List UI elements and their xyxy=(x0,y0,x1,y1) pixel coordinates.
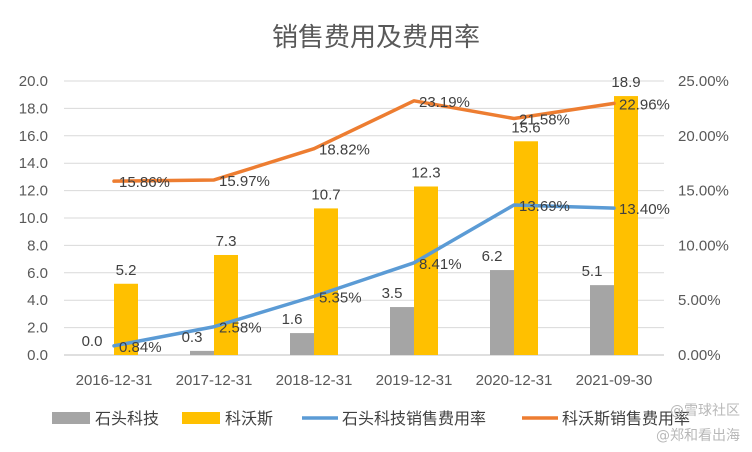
bar xyxy=(290,333,314,355)
y-left-tick-label: 10.0 xyxy=(19,210,48,227)
bar xyxy=(614,96,638,355)
bar-data-label: 3.5 xyxy=(382,285,403,302)
x-axis-ticks: 2016-12-31 2017-12-31 2018-12-31 2019-12-31… xyxy=(76,372,653,389)
y-left-tick-label: 16.0 xyxy=(19,128,48,145)
line-data-label: 21.58% xyxy=(519,111,570,128)
line-point xyxy=(212,178,216,182)
bar-data-label: 5.2 xyxy=(116,262,137,279)
bars xyxy=(114,96,638,355)
y-right-tick-label: 0.00% xyxy=(678,347,721,364)
line-point xyxy=(312,147,316,151)
series-line xyxy=(112,203,616,348)
bar xyxy=(414,186,438,355)
y-left-tick-label: 12.0 xyxy=(19,183,48,200)
line-point xyxy=(512,116,516,120)
line-point xyxy=(112,344,116,348)
data-labels: 0.0 0.3 1.6 3.5 6.2 5.1 5.2 7.3 10.7 12.3 15.6 18.9… xyxy=(82,74,670,356)
line-point xyxy=(612,206,616,210)
line-point xyxy=(312,294,316,298)
y-right-tick-label: 25.00% xyxy=(678,73,729,90)
gridlines xyxy=(64,80,664,356)
line-data-label: 13.40% xyxy=(619,201,670,218)
line-data-label: 5.35% xyxy=(319,289,362,306)
line-data-label: 18.82% xyxy=(319,142,370,159)
left-axis-ticks: 0.0 2.0 4.0 6.0 8.0 10.0 12.0 14.0 16.0 18.0 20.0 xyxy=(19,73,48,364)
bar xyxy=(214,254,238,355)
x-tick-label: 2017-12-31 xyxy=(176,372,253,389)
bar-data-label: 12.3 xyxy=(411,164,440,181)
x-tick-label: 2021-09-30 xyxy=(576,372,653,389)
bar xyxy=(490,270,514,355)
bar-data-label: 15.6 xyxy=(511,119,540,136)
bar-data-label: 0.0 xyxy=(82,333,103,350)
x-tick-label: 2018-12-31 xyxy=(276,372,353,389)
y-right-tick-label: 15.00% xyxy=(678,183,729,200)
y-left-tick-label: 14.0 xyxy=(19,155,48,172)
lines xyxy=(112,99,616,348)
line-point xyxy=(412,261,416,265)
x-tick-label: 2016-12-31 xyxy=(76,372,153,389)
bar-data-label: 7.3 xyxy=(216,233,237,250)
y-left-tick-label: 8.0 xyxy=(27,237,48,254)
legend-label: 石头科技 xyxy=(95,409,159,428)
y-left-tick-label: 20.0 xyxy=(19,73,48,90)
series-line xyxy=(112,99,616,183)
line-point xyxy=(512,203,516,207)
bar xyxy=(590,285,614,355)
legend: 石头科技 科沃斯 石头科技销售费用率 科沃斯销售费用率 xyxy=(52,409,690,428)
bar-data-label: 0.3 xyxy=(182,329,203,346)
y-right-tick-label: 5.00% xyxy=(678,292,721,309)
y-left-tick-label: 0.0 xyxy=(27,347,48,364)
x-tick-label: 2020-12-31 xyxy=(476,372,553,389)
y-left-tick-label: 4.0 xyxy=(27,292,48,309)
line-data-label: 2.58% xyxy=(219,320,262,337)
line-data-label: 22.96% xyxy=(619,96,670,113)
line-point xyxy=(612,101,616,105)
line-point xyxy=(212,325,216,329)
x-tick-label: 2019-12-31 xyxy=(376,372,453,389)
legend-label: 科沃斯销售费用率 xyxy=(562,409,690,428)
bar xyxy=(514,141,538,355)
line-point xyxy=(112,179,116,183)
bar-data-label: 10.7 xyxy=(311,186,340,203)
legend-label: 科沃斯 xyxy=(225,409,273,428)
right-axis-ticks: 0.00% 5.00% 10.00% 15.00% 20.00% 25.00% xyxy=(678,73,729,364)
bar xyxy=(390,307,414,355)
legend-swatch xyxy=(52,412,90,424)
y-right-tick-label: 10.00% xyxy=(678,237,729,254)
y-right-tick-label: 20.00% xyxy=(678,128,729,145)
y-left-tick-label: 2.0 xyxy=(27,320,48,337)
y-left-tick-label: 18.0 xyxy=(19,100,48,117)
bar xyxy=(314,208,338,355)
line-point xyxy=(412,99,416,103)
line-data-label: 15.97% xyxy=(219,173,270,190)
line-data-label: 15.86% xyxy=(119,174,170,191)
bar-data-label: 18.9 xyxy=(611,74,640,91)
bar-data-label: 6.2 xyxy=(482,248,503,265)
bar xyxy=(190,350,214,355)
line-data-label: 13.69% xyxy=(519,198,570,215)
watermark-xueqiu: @雪球社区 xyxy=(670,403,740,419)
line-data-label: 0.84% xyxy=(119,339,162,356)
line-data-label: 23.19% xyxy=(419,94,470,111)
bar-data-label: 5.1 xyxy=(582,263,603,280)
watermark-author: @郑和看出海 xyxy=(656,428,740,444)
legend-swatch xyxy=(182,412,220,424)
line-data-label: 8.41% xyxy=(419,256,462,273)
y-left-tick-label: 6.0 xyxy=(27,265,48,282)
chart-title: 销售费用及费用率 xyxy=(272,23,480,53)
bar-data-label: 1.6 xyxy=(282,311,303,328)
legend-label: 石头科技销售费用率 xyxy=(342,409,486,428)
